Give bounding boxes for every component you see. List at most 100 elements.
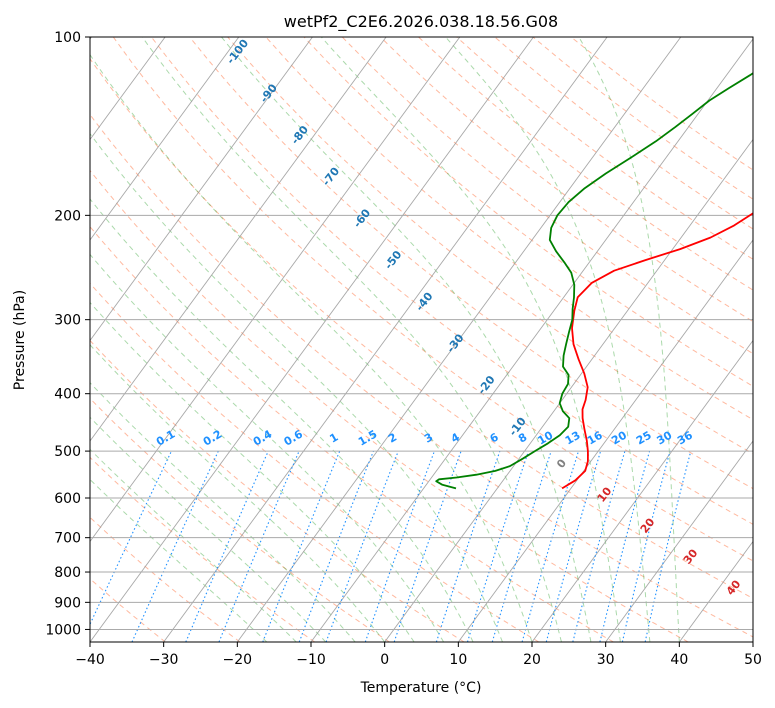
mixing-ratio-line: [185, 450, 269, 642]
isotherm-label: 0: [554, 456, 569, 470]
y-tick-label: 500: [54, 444, 81, 460]
pressure-grid: [90, 37, 753, 630]
x-axis-label: Temperature (°C): [360, 680, 482, 696]
mixing-ratio-label: 13: [563, 429, 583, 448]
isotherm-label: -40: [413, 290, 436, 314]
y-tick-label: 400: [54, 387, 81, 403]
y-tick-label: 900: [54, 595, 81, 611]
dry-adiabat: [90, 169, 689, 642]
dry-adiabat: [265, 37, 753, 421]
skewed-isotherm: [752, 641, 753, 642]
y-tick-label: 300: [54, 313, 81, 329]
moist-adiabat: [90, 53, 533, 642]
moist-adiabat: [578, 37, 680, 642]
skewed-isotherm: [531, 339, 753, 642]
dry-adiabat: [456, 37, 753, 260]
mixing-ratio-label: 6: [488, 430, 501, 445]
mixing-ratio-line: [599, 450, 651, 642]
mixing-ratio-label: 0.2: [201, 428, 224, 449]
y-tick-label: 800: [54, 565, 81, 581]
skewed-isotherm: [90, 37, 240, 241]
mixing-ratio-label: 0.4: [251, 427, 275, 448]
moist-adiabat: [90, 301, 415, 642]
moist-adiabat: [90, 416, 327, 642]
dewpoint-line: [435, 72, 753, 490]
skewed-isotherm: [457, 239, 753, 642]
chart-title: wetPf2_C2E6.2026.038.18.56.G08: [284, 12, 558, 32]
x-tick-label: 20: [523, 652, 541, 668]
moist-adiabat: [320, 37, 621, 642]
mixing-ratio-line: [90, 450, 172, 626]
mixing-ratio-line: [621, 450, 671, 642]
mixing-ratio-line: [572, 450, 626, 642]
mixing-ratio-line: [364, 450, 436, 642]
mixing-ratio-label: 25: [634, 429, 654, 448]
dry-adiabat: [90, 225, 614, 642]
isotherm-label: 40: [724, 577, 744, 597]
skewed-isotherm: [605, 440, 753, 642]
skewed-isotherm: [90, 37, 461, 543]
mixing-ratio-label: 30: [654, 428, 674, 447]
moist-adiabat: [90, 344, 386, 642]
isotherm-label: 30: [681, 546, 701, 566]
mixing-ratio-line: [262, 450, 341, 642]
mixing-ratio-line: [644, 450, 692, 642]
skewed-isotherm: [163, 37, 608, 642]
background-lines: [90, 37, 753, 642]
mixing-ratio-label: 3: [422, 431, 435, 446]
x-tick-label: 0: [380, 652, 389, 668]
dry-adiabat: [112, 37, 753, 562]
skewed-isotherm: [90, 37, 166, 141]
moist-adiabat: [90, 198, 474, 642]
mixing-ratio-line: [545, 450, 602, 642]
dry-adiabat: [418, 37, 753, 291]
x-tick-label: 10: [449, 652, 467, 668]
isotherm-label: 20: [638, 515, 658, 535]
mixing-ratio-label: 2: [386, 431, 399, 446]
y-axis: 100 200 300 400 500 600 700 800 900 1000: [45, 30, 90, 638]
skewed-isotherm: [90, 37, 534, 642]
moist-adiabat: [90, 448, 297, 642]
y-axis-label: Pressure (hPa): [12, 290, 28, 390]
dry-adiabat: [303, 37, 753, 387]
mixing-ratio-label: 36: [675, 428, 695, 447]
mixing-ratio-line: [325, 450, 399, 642]
dry-adiabat: [90, 57, 753, 599]
plot-frame: [89, 36, 754, 643]
dry-adiabat: [341, 37, 753, 355]
isotherm-label: -30: [444, 331, 467, 355]
skewed-isotherm: [236, 37, 682, 642]
skewed-isotherm: [384, 138, 753, 642]
x-tick-label: −20: [223, 652, 253, 668]
dry-adiabat: [380, 37, 753, 323]
mixing-ratio-line: [393, 450, 462, 642]
isotherm-label: -70: [320, 165, 343, 189]
moist-adiabat: [90, 132, 503, 642]
dry-adiabat: [90, 516, 241, 642]
moist-adiabat: [445, 37, 651, 642]
mixing-ratio-label: 0.6: [282, 427, 306, 448]
y-tick-label: 200: [54, 208, 81, 224]
moist-adiabat: [141, 37, 562, 642]
temperature-line: [561, 212, 753, 490]
mixing-ratio-line: [298, 450, 375, 642]
mixing-ratio-line: [521, 450, 580, 642]
dry-adiabat: [90, 113, 753, 638]
y-tick-label: 700: [54, 531, 81, 547]
mixing-ratio-line: [218, 450, 300, 642]
x-tick-label: −30: [149, 652, 179, 668]
x-tick-label: 40: [670, 652, 688, 668]
y-tick-label: 1000: [45, 622, 81, 638]
mixing-ratio-line: [466, 450, 530, 642]
mixing-ratio-label: 1: [327, 431, 340, 446]
skewed-isotherm: [90, 37, 387, 442]
dry-adiabat: [90, 578, 166, 642]
x-tick-label: 30: [597, 652, 615, 668]
y-tick-label: 100: [54, 30, 81, 46]
dry-adiabat: [90, 397, 390, 642]
mixing-ratio-line: [491, 450, 552, 642]
x-tick-label: 50: [744, 652, 762, 668]
x-axis: −40 −30 −20 −10 0 10 20 30 40 50: [75, 642, 762, 668]
